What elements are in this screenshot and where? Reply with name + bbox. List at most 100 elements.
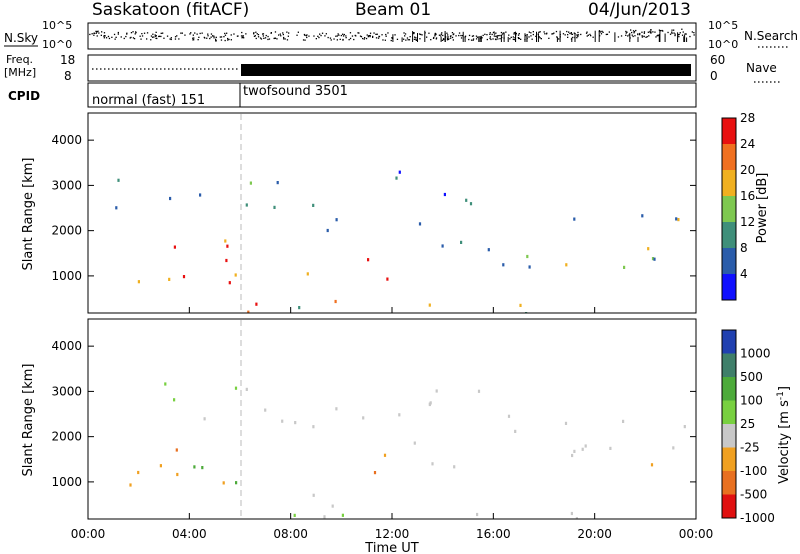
noise-point [633, 32, 635, 34]
noise-point [95, 30, 97, 32]
noise-point [283, 36, 285, 39]
noise-point [434, 35, 436, 37]
power-cell [647, 247, 650, 251]
velocity-cell [622, 419, 625, 423]
noise-point [505, 31, 507, 33]
noise-point [674, 33, 676, 35]
noise-point [501, 33, 504, 35]
colorbar-tick-label: 25 [740, 417, 755, 431]
noise-point [440, 35, 442, 37]
noise-point [257, 34, 260, 36]
noise-point [577, 35, 579, 38]
y-tick-label: 2000 [51, 430, 82, 444]
noise-point [468, 38, 470, 41]
noise-point [532, 31, 534, 33]
noise-point [412, 32, 414, 34]
noise-point [215, 40, 217, 42]
colorbar-tick-label: 24 [740, 137, 755, 151]
noise-point [325, 33, 327, 35]
noise-point [342, 33, 344, 35]
noise-point [268, 38, 271, 40]
noise-point [555, 30, 558, 33]
colorbar-tick-label: 28 [740, 111, 755, 125]
noise-point [282, 33, 284, 36]
noise-point [671, 31, 673, 33]
noise-point [140, 38, 142, 40]
frequency-panel-frame [87, 54, 697, 82]
noise-point [586, 35, 588, 37]
noise-point [278, 34, 280, 36]
noise-point [693, 32, 695, 34]
noise-point [564, 34, 566, 36]
noise-point [342, 35, 345, 37]
noise-point [489, 32, 491, 34]
frequency-panel: Freq. [MHz] 18 8 60 0 Nave [4, 53, 780, 83]
power-cell [182, 275, 186, 279]
noise-point [153, 36, 155, 38]
noise-point [170, 37, 172, 39]
velocity-cell [564, 421, 568, 425]
noise-point [639, 34, 641, 36]
noise-point [587, 34, 589, 36]
noise-point [443, 38, 445, 41]
noise-point [327, 36, 329, 39]
date-label: 04/Jun/2013 [588, 0, 691, 20]
noise-point [319, 33, 321, 35]
noise-point [381, 34, 383, 36]
noise-point [242, 36, 244, 38]
noise-point [682, 31, 684, 33]
noise-point [421, 34, 423, 36]
noise-point [646, 36, 648, 38]
noise-point [509, 38, 511, 40]
noise-point [100, 34, 102, 36]
power-cell [469, 202, 473, 206]
noise-point [650, 32, 652, 34]
noise-point [286, 31, 288, 33]
noise-point [155, 35, 157, 37]
noise-point [617, 36, 620, 38]
noise-point [151, 36, 154, 38]
noise-point [678, 33, 680, 36]
noise-point [209, 37, 211, 40]
velocity-y-label: Slant Range [km] [21, 364, 36, 477]
noise-point [674, 34, 676, 37]
noise-point [394, 34, 396, 36]
noise-point [576, 35, 578, 37]
noise-point [502, 32, 505, 34]
colorbar-cell [722, 377, 736, 401]
noise-point [263, 37, 265, 39]
noise-point [654, 31, 656, 33]
noise-point [297, 31, 299, 33]
noise-point [135, 31, 137, 33]
noise-point [317, 35, 319, 37]
colorbar-cell [722, 144, 736, 170]
noise-point [220, 36, 223, 38]
noise-point [656, 35, 658, 37]
noise-point [280, 35, 282, 37]
noise-point [387, 32, 389, 34]
noise-point [693, 34, 695, 36]
noise-point [475, 38, 478, 40]
noise-point [117, 33, 119, 35]
noise-point [539, 31, 541, 33]
noise-point [259, 37, 262, 39]
noise-point [207, 35, 209, 37]
noise-point [378, 35, 381, 38]
power-cell [653, 257, 656, 261]
velocity-cell [203, 417, 206, 421]
x-tick-label: 04:00 [172, 527, 207, 541]
velocity-cell [176, 472, 179, 477]
noise-point [377, 37, 380, 39]
noise-point [635, 29, 637, 32]
noise-point [495, 32, 497, 34]
noise-point [256, 33, 258, 35]
noise-point [512, 38, 514, 40]
noise-point [471, 35, 474, 37]
noise-point [193, 39, 195, 41]
power-cell [273, 205, 276, 209]
noise-point [639, 32, 641, 35]
noise-point [634, 35, 636, 37]
noise-point [306, 34, 308, 36]
noise-point [141, 33, 143, 35]
noise-point [518, 33, 520, 35]
